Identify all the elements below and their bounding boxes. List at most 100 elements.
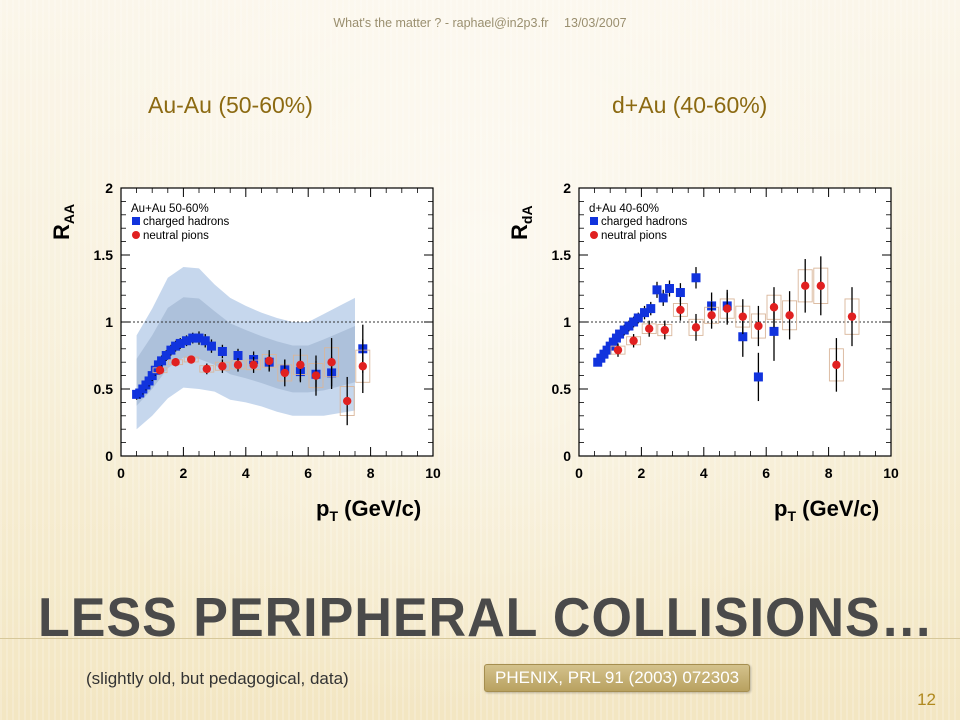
neutral-pion-point <box>832 360 841 370</box>
chart-raa: 0 0.5 1 1.5 2 0 2 4 6 8 10 RAA pT (GeV/c) Au+Au 50-60… <box>49 180 441 524</box>
x-axis-label-main: p <box>774 496 787 521</box>
neutral-pion-point <box>754 321 763 331</box>
y-tick-label: 0 <box>105 448 113 464</box>
neutral-pion-point <box>691 323 701 332</box>
neutral-pion-point <box>280 368 289 378</box>
charged-hadron-point <box>206 341 216 351</box>
y-axis-label: RAA <box>49 204 77 240</box>
neutral-pion-point <box>723 304 732 313</box>
y-tick-label: 2 <box>105 180 113 196</box>
charged-hadron-point <box>652 285 662 295</box>
y-tick-label: 0 <box>563 448 571 464</box>
legend-swatch-charged-hadrons <box>590 217 598 225</box>
neutral-pion-point <box>218 362 227 371</box>
y-tick-label: 2 <box>563 180 571 196</box>
charged-hadron-point <box>166 345 176 355</box>
x-tick-label: 10 <box>425 465 441 481</box>
charged-hadron-point <box>753 372 763 382</box>
legend-swatch-neutral-pions <box>590 231 598 239</box>
charged-hadron-point <box>182 336 192 346</box>
neutral-pion-point <box>296 360 305 370</box>
charged-hadron-point <box>144 376 154 386</box>
legend-entry-neutral-pions: neutral pions <box>601 230 667 242</box>
y-tick-label: 1.5 <box>94 247 114 263</box>
charged-hadron-point <box>738 332 748 342</box>
y-tick-label: 1 <box>105 314 113 330</box>
subtitle-d-au: d+Au (40-60%) <box>612 92 768 118</box>
charged-hadron-point <box>640 308 650 318</box>
neutral-pion-point <box>233 360 243 370</box>
charged-hadron-point <box>615 329 625 339</box>
reference-badge: PHENIX, PRL 91 (2003) 072303 <box>484 664 751 692</box>
neutral-pion-point <box>358 362 367 371</box>
legend-entry-charged-hadrons: charged hadrons <box>143 216 230 228</box>
neutral-pion-point <box>171 358 180 367</box>
y-tick-label: 1.5 <box>552 247 572 263</box>
charged-hadron-point <box>200 336 210 346</box>
legend-title: Au+Au 50-60% <box>131 203 209 215</box>
charged-hadron-point <box>624 321 634 331</box>
neutral-pion-point <box>847 312 857 321</box>
charged-hadron-point <box>217 346 227 356</box>
charged-hadron-point <box>658 293 668 303</box>
legend-title: d+Au 40-60% <box>589 203 659 215</box>
subtitle-au-au: Au-Au (50-60%) <box>148 92 313 118</box>
y-tick-label: 1 <box>563 314 571 330</box>
data-note: (slightly old, but pedagogical, data) <box>86 669 349 688</box>
x-axis-label-sub: T <box>787 508 796 524</box>
neutral-pion-point <box>738 312 747 321</box>
x-axis-label: pT (GeV/c) <box>774 496 879 524</box>
y-tick-label: 0.5 <box>94 381 114 397</box>
neutral-pion-point <box>311 371 321 380</box>
x-tick-label: 0 <box>117 465 125 481</box>
title-rule <box>0 638 960 639</box>
neutral-pion-point <box>769 303 779 312</box>
charged-hadron-point <box>171 341 181 351</box>
neutral-pion-point <box>249 360 258 370</box>
header-date: 13/03/2007 <box>564 16 627 30</box>
chart-rda: 0 0.5 1 1.5 2 0 2 4 6 8 10 RdA pT (GeV/c) d+Au 40-60%… <box>507 180 899 524</box>
x-tick-label: 6 <box>304 465 312 481</box>
charged-hadron-point <box>161 351 171 360</box>
charged-hadron-point <box>194 333 204 343</box>
neutral-pion-point <box>202 364 211 374</box>
charged-hadron-point <box>157 356 167 366</box>
legend-entry-neutral-pions: neutral pions <box>143 230 209 242</box>
charged-hadron-point <box>147 371 157 381</box>
page-number: 12 <box>917 690 936 709</box>
neutral-pion-point <box>613 345 623 355</box>
charged-hadron-point <box>675 288 685 298</box>
charged-hadron-point <box>150 365 160 375</box>
x-tick-label: 0 <box>575 465 583 481</box>
neutral-pion-point <box>785 311 794 320</box>
neutral-pion-point <box>816 281 825 291</box>
charged-hadron-point <box>619 325 629 335</box>
legend-swatch-neutral-pions <box>132 231 140 239</box>
y-axis-label-main: R <box>49 224 74 240</box>
legend-swatch-charged-hadrons <box>132 217 140 225</box>
charged-hadron-point <box>664 284 674 293</box>
x-tick-label: 2 <box>638 465 646 481</box>
y-axis-label-sub: AA <box>61 204 77 224</box>
x-tick-label: 6 <box>762 465 770 481</box>
neutral-pion-point <box>265 356 274 366</box>
charged-hadron-point <box>633 313 643 323</box>
x-tick-label: 4 <box>242 465 250 481</box>
x-tick-label: 4 <box>700 465 708 481</box>
neutral-pion-point <box>645 324 654 333</box>
charged-hadron-point <box>691 273 701 283</box>
x-tick-label: 2 <box>180 465 188 481</box>
y-axis-label-main: R <box>507 224 532 240</box>
neutral-pion-point <box>801 281 810 291</box>
x-tick-label: 8 <box>367 465 375 481</box>
neutral-pion-point <box>327 358 336 367</box>
charged-hadron-point <box>629 317 639 327</box>
slide-title: Less peripheral collisions… <box>38 587 934 649</box>
x-tick-label: 8 <box>825 465 833 481</box>
neutral-pion-point <box>155 366 165 375</box>
y-axis-label-sub: dA <box>519 205 535 224</box>
x-axis-label-unit: (GeV/c) <box>796 496 879 521</box>
neutral-pion-point <box>660 325 669 335</box>
neutral-pion-point <box>187 355 196 364</box>
